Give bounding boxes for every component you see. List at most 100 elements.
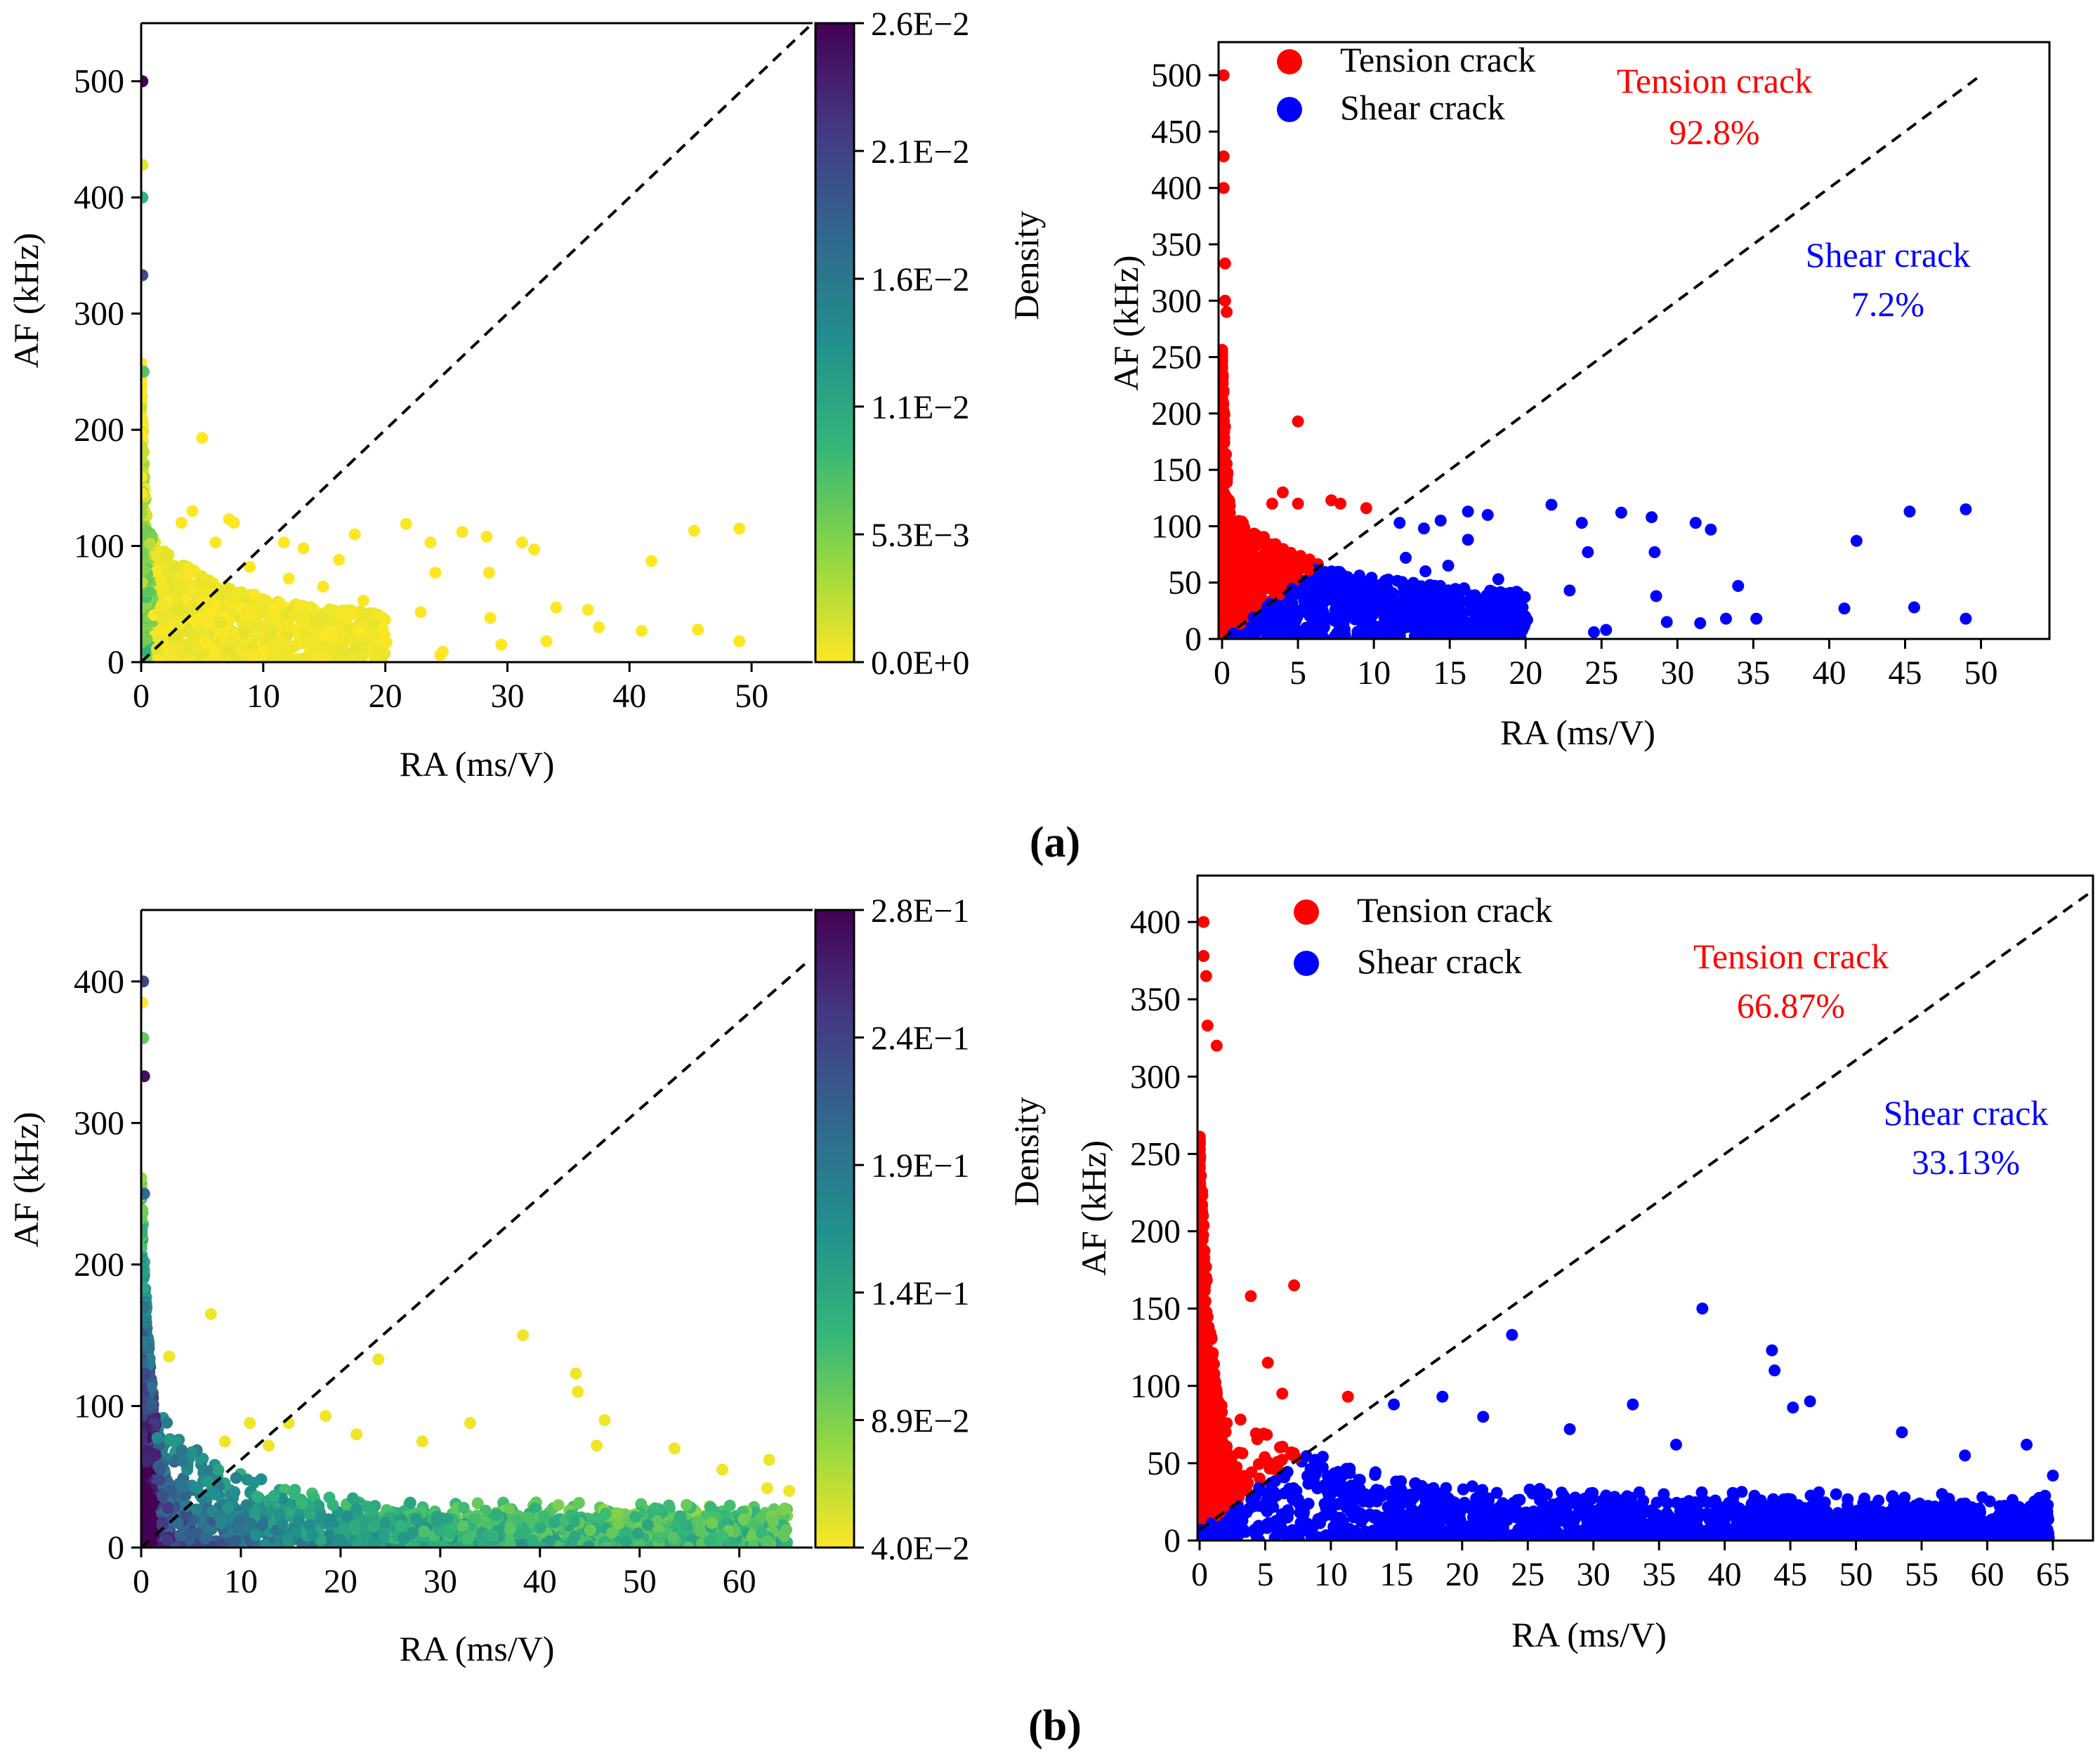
point <box>196 1491 209 1504</box>
tension-point <box>1219 257 1231 270</box>
point <box>1261 544 1273 557</box>
outlier-point <box>357 594 369 607</box>
tension-point <box>1219 150 1230 163</box>
x-tick-label: 10 <box>247 678 280 715</box>
outlier-point <box>348 528 361 541</box>
y-tick-label: 400 <box>74 179 124 216</box>
colorbar-tick-label: 2.1E−2 <box>871 133 969 171</box>
outlier-point <box>692 624 704 636</box>
point <box>1219 535 1230 548</box>
point <box>1478 612 1490 624</box>
point <box>1219 409 1228 422</box>
shear-point <box>1908 601 1920 614</box>
density-point <box>141 159 149 171</box>
point <box>188 629 199 642</box>
point <box>674 1510 687 1523</box>
point <box>141 563 150 576</box>
point <box>236 618 249 631</box>
point <box>338 632 350 645</box>
point <box>229 1534 242 1547</box>
point <box>1227 580 1240 593</box>
point <box>218 652 230 662</box>
chart-a-classified: 0 5 10 15 20 25 30 35 40 45 5005010015020025030035… <box>1106 40 2051 752</box>
point <box>1337 611 1350 624</box>
point <box>164 645 177 657</box>
y-tick-label: 150 <box>1151 451 1202 489</box>
point <box>362 611 374 624</box>
y-tick-label: 300 <box>74 296 124 333</box>
point <box>1426 602 1439 614</box>
x-tick-label: 20 <box>1509 654 1542 692</box>
y-tick-label: 300 <box>1151 282 1202 319</box>
x-tick-label: 30 <box>1660 654 1694 692</box>
outlier-point <box>414 606 427 619</box>
point <box>369 645 381 657</box>
point <box>1304 553 1316 566</box>
shear-point <box>1379 582 1392 595</box>
point <box>1252 622 1264 635</box>
point <box>303 650 315 662</box>
tension-point <box>1219 182 1230 194</box>
point <box>1430 620 1443 633</box>
outlier-point <box>645 555 658 567</box>
colorbar: 0.0E+05.3E−31.1E−21.6E−22.1E−22.6E−2Dens… <box>814 6 1046 682</box>
point <box>1303 564 1315 576</box>
point <box>503 1503 516 1515</box>
tension-annotation-label: Tension crack <box>1617 61 1812 100</box>
point <box>1219 609 1228 621</box>
tension-point <box>1219 69 1230 81</box>
y-tick-label: 400 <box>1151 170 1202 207</box>
point <box>323 603 336 616</box>
shear-point <box>1705 523 1717 536</box>
outlier-point <box>196 432 209 444</box>
y-tick-label: 250 <box>1151 339 1202 376</box>
x-axis-label: RA (ms/V) <box>1500 713 1655 752</box>
point <box>1465 589 1478 602</box>
shear-point <box>1694 617 1707 630</box>
x-tick-label: 5 <box>1289 654 1306 692</box>
point <box>261 621 274 634</box>
tension-point <box>1220 305 1233 318</box>
point <box>161 1416 173 1429</box>
shear-point <box>1850 534 1863 547</box>
point <box>1466 616 1478 628</box>
shear-point <box>1419 565 1432 578</box>
shear-point <box>1545 499 1558 511</box>
point <box>1249 540 1261 553</box>
outlier-point <box>516 536 528 549</box>
x-axis-label: RA (ms/V) <box>400 744 555 784</box>
point <box>308 640 321 653</box>
point <box>230 1472 242 1484</box>
point <box>298 615 311 628</box>
point <box>155 600 168 612</box>
point <box>294 600 306 612</box>
outlier-point <box>317 580 329 593</box>
shear-point <box>1393 517 1406 529</box>
shear-point <box>1648 546 1661 558</box>
point <box>1219 448 1232 461</box>
point <box>310 613 323 625</box>
point <box>141 401 147 414</box>
point <box>662 1499 675 1512</box>
point <box>1431 583 1443 595</box>
outlier-point <box>209 536 222 549</box>
point <box>1268 574 1280 587</box>
colorbar-gradient <box>814 22 855 664</box>
point <box>1219 586 1229 599</box>
point <box>277 635 290 648</box>
shear-point <box>1960 503 1972 515</box>
point <box>183 569 195 581</box>
y-tick-label: 100 <box>74 528 124 565</box>
point <box>572 1496 585 1509</box>
point <box>327 616 339 628</box>
point <box>1468 606 1481 619</box>
density-point <box>141 269 149 282</box>
legend-shear-label: Shear crack <box>1340 88 1505 127</box>
point <box>1501 632 1514 639</box>
point <box>192 648 205 661</box>
y-tick-label: 350 <box>1151 226 1202 263</box>
point <box>1242 557 1255 569</box>
tension-point <box>1325 494 1338 506</box>
point <box>1228 532 1241 544</box>
